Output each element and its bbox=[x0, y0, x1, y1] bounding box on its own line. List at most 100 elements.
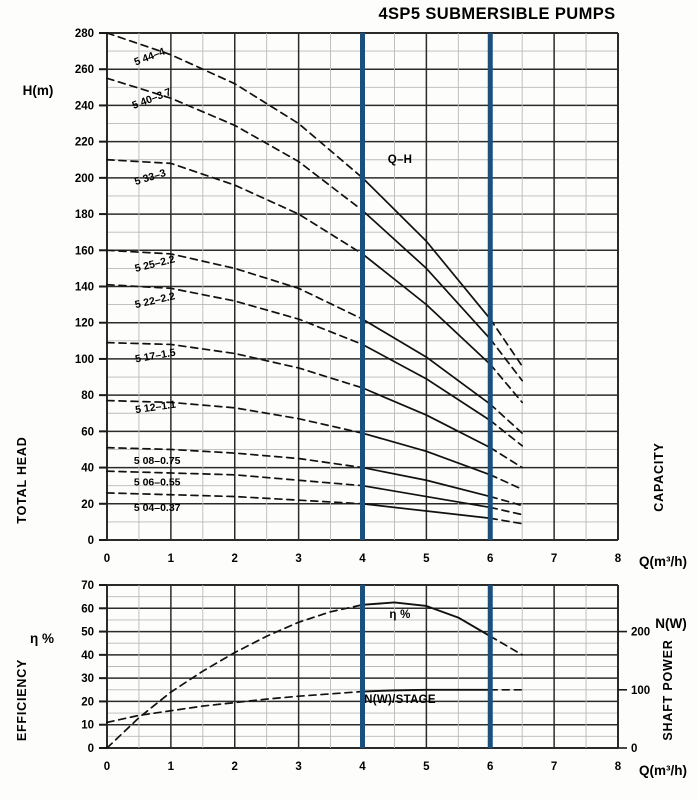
head-curve-dashed-right-7 bbox=[489, 495, 524, 507]
head-curve-dashed-left-1 bbox=[106, 77, 364, 212]
lower-x-tick-label: 1 bbox=[168, 761, 175, 773]
efficiency-curve-dashed-right bbox=[489, 635, 524, 656]
lower-x-tick-label: 3 bbox=[295, 761, 301, 773]
upper-y-tick-label: 240 bbox=[75, 100, 94, 112]
head-curve-dashed-right-8 bbox=[489, 506, 524, 516]
head-curve-solid-2 bbox=[361, 253, 492, 366]
upper-y-tick-label: 20 bbox=[81, 499, 94, 511]
lower-y-tick-label: 70 bbox=[81, 580, 94, 592]
upper-y-tick-label: 80 bbox=[81, 390, 94, 402]
head-curve-solid-3 bbox=[361, 318, 492, 406]
head-curve-dashed-right-3 bbox=[489, 403, 524, 435]
efficiency-annotation: η % bbox=[389, 609, 410, 621]
lower-x-tick-label: 8 bbox=[615, 761, 622, 773]
head-curve-dashed-left-6 bbox=[106, 399, 364, 435]
lower-right-tick-label: 100 bbox=[631, 685, 650, 697]
lower-x-tick-label: 7 bbox=[551, 761, 557, 773]
upper-y-tick-label: 280 bbox=[75, 28, 94, 40]
upper-x-tick-label: 7 bbox=[551, 553, 557, 565]
upper-x-tick-label: 5 bbox=[423, 553, 430, 565]
head-curve-dashed-right-2 bbox=[489, 363, 524, 404]
head-curve-solid-7 bbox=[361, 466, 492, 498]
head-curve-dashed-right-0 bbox=[489, 318, 524, 368]
lower-x-axis-label: Q(m³/h) bbox=[639, 763, 687, 778]
upper-y-tick-label: 140 bbox=[75, 282, 94, 294]
lower-y-tick-label: 0 bbox=[88, 743, 94, 755]
head-curve-dashed-right-4 bbox=[489, 419, 524, 447]
lower-y-tick-label: 20 bbox=[81, 696, 94, 708]
lower-y-tick-label: 50 bbox=[81, 627, 94, 639]
head-curve-solid-5 bbox=[361, 387, 492, 449]
lower-x-tick-label: 2 bbox=[232, 761, 238, 773]
lower-y-axis-label: η % bbox=[30, 631, 54, 646]
power-curve-dashed-left bbox=[106, 690, 364, 724]
head-curve-solid-8 bbox=[361, 484, 492, 509]
head-curve-dashed-right-1 bbox=[489, 338, 524, 382]
upper-y-tick-label: 120 bbox=[75, 318, 94, 330]
head-curve-label-2: 5 33–3 bbox=[133, 167, 167, 188]
lower-y-tick-label: 40 bbox=[81, 650, 94, 662]
lower-right-tick-label: 0 bbox=[631, 743, 637, 755]
upper-y-tick-label: 100 bbox=[75, 354, 94, 366]
upper-y-tick-label: 220 bbox=[75, 137, 94, 149]
head-curve-dashed-left-7 bbox=[106, 446, 364, 469]
page-title: 4SP5 SUBMERSIBLE PUMPS bbox=[378, 5, 615, 23]
shaft-power-label: SHAFT POWER bbox=[661, 639, 675, 740]
head-curve-dashed-left-0 bbox=[106, 32, 364, 179]
lower-x-tick-label: 0 bbox=[104, 761, 110, 773]
lower-y-tick-label: 10 bbox=[81, 720, 94, 732]
head-curve-dashed-right-9 bbox=[489, 517, 524, 525]
upper-y-tick-label: 60 bbox=[81, 426, 94, 438]
upper-y-axis-label: H(m) bbox=[23, 83, 54, 98]
efficiency-label: EFFICIENCY bbox=[15, 659, 29, 741]
head-curve-label-9: 5 04–0.37 bbox=[134, 502, 181, 514]
upper-x-tick-label: 2 bbox=[232, 553, 238, 565]
efficiency-curve-dashed-left bbox=[106, 603, 364, 749]
head-curve-solid-1 bbox=[361, 209, 492, 340]
head-curve-dashed-right-6 bbox=[489, 473, 524, 491]
efficiency-curve-solid bbox=[361, 601, 492, 638]
head-curve-label-1: 5 40–3.7 bbox=[131, 86, 174, 112]
upper-x-axis-label: Q(m³/h) bbox=[639, 554, 687, 569]
upper-x-tick-label: 8 bbox=[615, 553, 622, 565]
qh-annotation: Q–H bbox=[388, 154, 413, 166]
head-curve-label-4: 5 22–2.2 bbox=[134, 290, 177, 311]
capacity-label: CAPACITY bbox=[652, 442, 666, 511]
upper-x-tick-label: 0 bbox=[104, 553, 110, 565]
lower-right-tick-label: 200 bbox=[631, 627, 650, 639]
upper-y-tick-label: 260 bbox=[75, 64, 94, 76]
head-curve-solid-4 bbox=[361, 343, 492, 422]
lower-y-tick-label: 30 bbox=[81, 673, 94, 685]
upper-x-tick-label: 1 bbox=[168, 553, 175, 565]
lower-x-tick-label: 5 bbox=[423, 761, 430, 773]
power-curve-solid bbox=[361, 688, 492, 693]
head-curve-label-7: 5 08–0.75 bbox=[134, 455, 181, 467]
head-curve-dashed-left-4 bbox=[106, 283, 364, 346]
head-curve-dashed-left-9 bbox=[106, 492, 364, 505]
upper-y-tick-label: 40 bbox=[81, 463, 94, 475]
head-curve-dashed-left-2 bbox=[106, 158, 364, 255]
head-curve-label-3: 5 25–2.2 bbox=[134, 253, 177, 275]
head-curve-dashed-right-5 bbox=[489, 446, 524, 469]
head-curve-dashed-left-5 bbox=[106, 341, 364, 389]
upper-y-tick-label: 160 bbox=[75, 245, 94, 257]
lower-x-tick-label: 6 bbox=[487, 761, 493, 773]
upper-y-tick-label: 180 bbox=[75, 209, 94, 221]
head-curve-label-0: 5 44–4 bbox=[133, 46, 167, 69]
head-curve-label-8: 5 06–0.55 bbox=[134, 477, 181, 489]
upper-x-tick-label: 3 bbox=[295, 553, 301, 565]
nw-axis-label: N(W) bbox=[655, 616, 686, 631]
head-curve-dashed-left-8 bbox=[106, 470, 364, 487]
head-curve-dashed-left-3 bbox=[106, 249, 364, 320]
total-head-label: TOTAL HEAD bbox=[15, 436, 29, 523]
upper-y-tick-label: 0 bbox=[88, 535, 94, 547]
head-curve-label-6: 5 12–1.1 bbox=[134, 399, 176, 417]
upper-x-tick-label: 4 bbox=[359, 553, 366, 565]
power-annotation: N(W)/STAGE bbox=[364, 694, 436, 706]
lower-x-tick-label: 4 bbox=[359, 761, 366, 773]
upper-x-tick-label: 6 bbox=[487, 553, 493, 565]
head-curve-solid-9 bbox=[361, 502, 492, 520]
head-curve-solid-0 bbox=[361, 177, 492, 320]
